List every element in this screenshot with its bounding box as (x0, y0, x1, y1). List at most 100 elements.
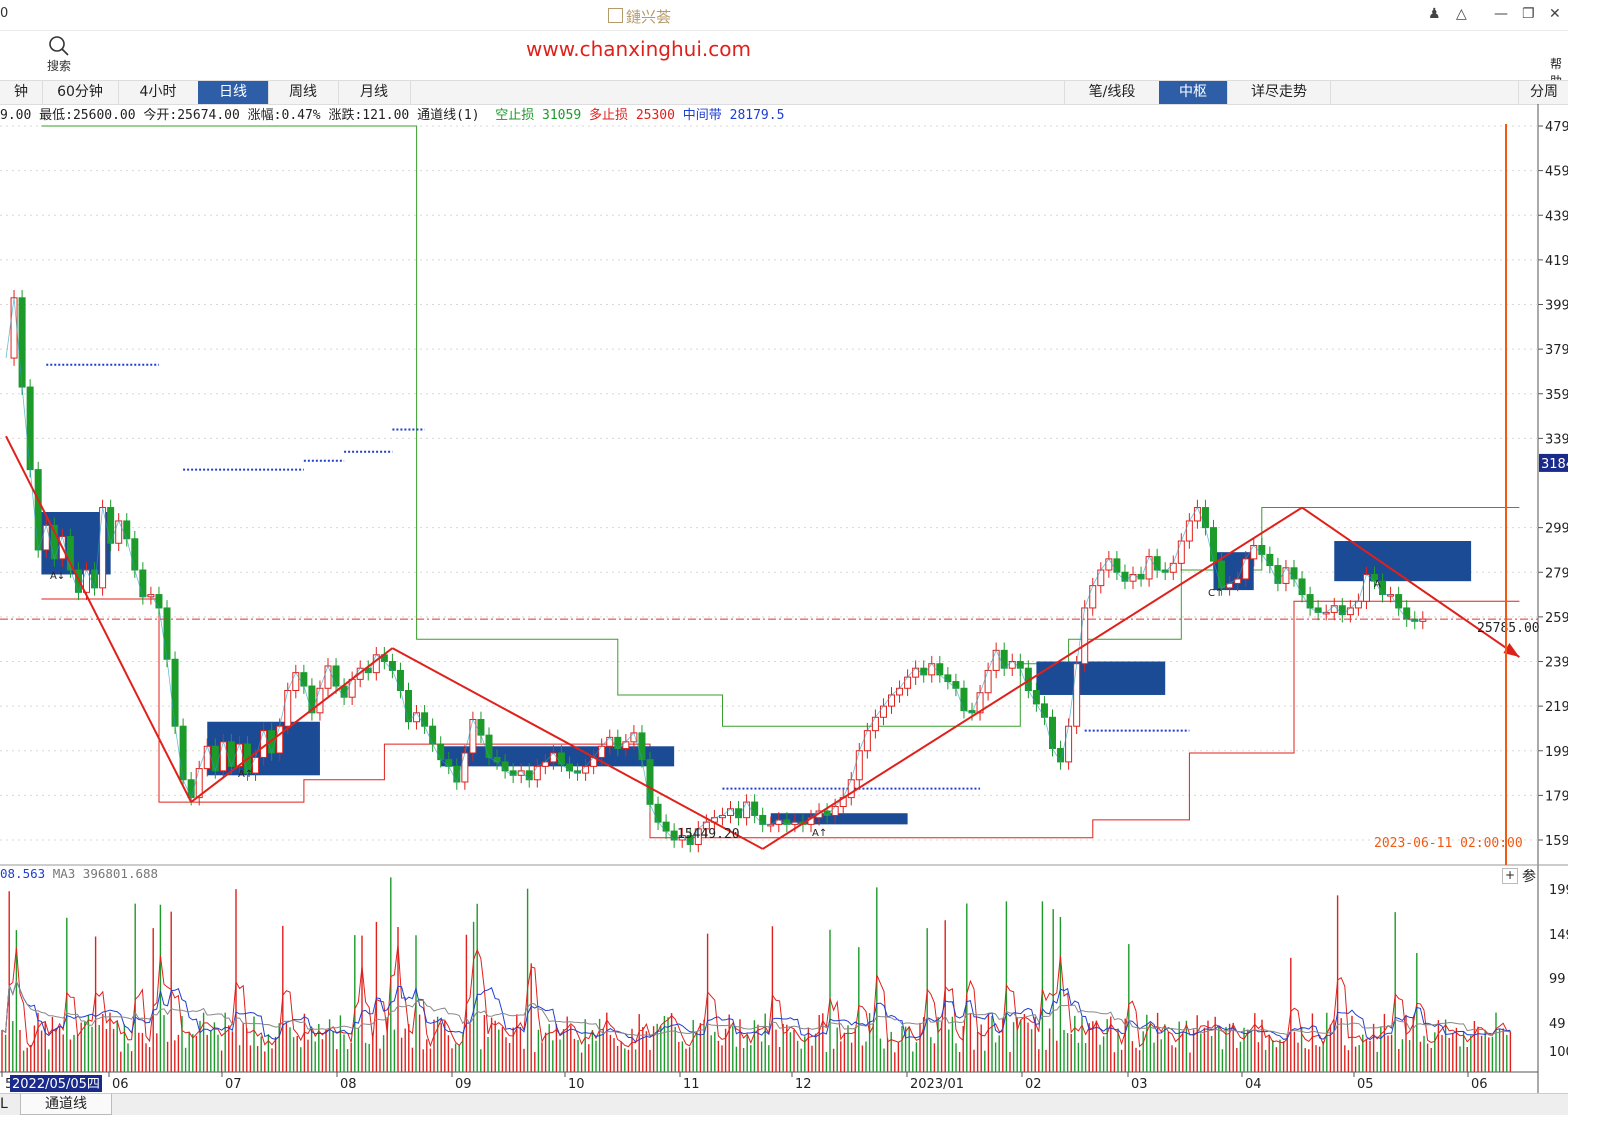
candle-body (324, 665, 332, 689)
candle-body (1403, 607, 1411, 620)
user-icon[interactable]: ♟ (1428, 6, 1441, 22)
candle-body (219, 741, 227, 772)
candle-body (509, 770, 517, 776)
current-price-label: 25785.00 (1477, 621, 1540, 636)
tab-period-switch[interactable]: 分周 (1518, 81, 1569, 104)
close-icon[interactable]: ✕ (1549, 6, 1561, 22)
time-tick-label: 05 (1357, 1077, 1374, 1092)
tab-detailed-trend[interactable]: 详尽走势 (1228, 81, 1331, 104)
app-title-text: 鏈兴荟 (626, 8, 672, 26)
shirt-icon[interactable]: △ (1456, 6, 1467, 22)
candle-body (1306, 594, 1314, 609)
candle-body (1274, 565, 1282, 584)
candle-body (654, 803, 662, 823)
tab-pivot[interactable]: 中枢 (1159, 81, 1228, 104)
price-axis-ticks: 479 459 439 419 399 379 359 339 299 279 259 239 219 1… (1538, 120, 1568, 1060)
price-tick-label: 479 (1545, 120, 1568, 135)
low-price-label: 15449.20 (677, 827, 740, 842)
restore-icon[interactable]: ❐ (1522, 6, 1535, 22)
stroke-line (762, 506, 1303, 850)
candle-body (171, 658, 179, 727)
time-tick-label: 04 (1245, 1077, 1262, 1092)
price-line (5, 297, 1423, 846)
tab-monthly[interactable]: 月线 (338, 81, 411, 104)
volume-ma-line (1, 979, 1511, 1036)
candle-body (276, 725, 284, 754)
candle-body (485, 734, 493, 758)
price-chart[interactable]: 479 459 439 419 399 379 359 339 299 279 259 239 219 1… (0, 104, 1568, 1093)
candle-body (1210, 527, 1217, 562)
time-marker-label: 2023-06-11 02:00:00 (1374, 836, 1523, 851)
stroke-line (1301, 506, 1520, 658)
bottom-tab-bar: L 通道线 (0, 1093, 1568, 1115)
signal-label: C↑ (1208, 588, 1223, 599)
search-icon (49, 36, 69, 56)
price-tick-label: 339 (1545, 432, 1568, 447)
cursor-date-label: 2022/05/05四 (12, 1077, 100, 1092)
price-series (5, 289, 1427, 853)
volume-info-line: 08.563 MA3 396801.688 (0, 866, 158, 881)
signal-label: A (1374, 579, 1381, 590)
candle-body (429, 725, 437, 745)
candle-body (18, 297, 26, 388)
tab-stroke-segment[interactable]: 笔/线段 (1064, 81, 1160, 104)
search-button[interactable]: 搜索 (44, 35, 74, 74)
tab-60min[interactable]: 60分钟 (42, 81, 119, 104)
candle-body (1362, 573, 1370, 602)
candle-body (1258, 544, 1266, 555)
volume-tick-label: 100 (1549, 1045, 1568, 1060)
short-stop-line (41, 125, 1520, 727)
candle-body (42, 524, 50, 551)
indicator-param-label[interactable]: 参 (1522, 869, 1536, 885)
price-tick-label: 259 (1545, 611, 1568, 626)
pivot-box (770, 813, 908, 825)
candle-body (437, 743, 445, 761)
period-tab-bar: 钟 60分钟 4小时 日线 周线 月线 笔/线段 中枢 详尽走势 分周 (0, 80, 1568, 105)
candle-body (501, 761, 509, 772)
time-tick-label: 11 (683, 1077, 700, 1092)
candle-body (26, 386, 34, 471)
candle-body (115, 520, 123, 544)
current-price-tag-bg (1539, 453, 1568, 472)
time-tick-label: 06 (1471, 1077, 1488, 1092)
volume-tick-label: 99 (1549, 972, 1566, 987)
candle-body (533, 765, 541, 781)
candle-body (751, 801, 759, 816)
candle-body (1113, 558, 1121, 573)
toolbar: 搜索 www.chanxinghui.com 帮助 (0, 31, 1568, 88)
candle-body (10, 297, 18, 359)
tab-minute[interactable]: 钟 (0, 81, 43, 104)
candle-body (1395, 594, 1403, 609)
candle-body (1153, 556, 1161, 571)
candle-body (582, 765, 590, 774)
candle-body (1105, 558, 1113, 571)
tab-4hour[interactable]: 4小时 (118, 81, 199, 104)
tab-weekly[interactable]: 周线 (268, 81, 339, 104)
tab-channel-line[interactable]: 通道线 (20, 1094, 112, 1115)
price-tick-label: 159 (1545, 834, 1568, 849)
candle-body (1185, 520, 1193, 542)
price-tick-label: 359 (1545, 388, 1568, 403)
candle-body (203, 745, 211, 770)
price-tick-label: 279 (1545, 566, 1568, 581)
pivot-box (1036, 661, 1166, 695)
candle-body (372, 654, 380, 674)
volume-tick-label: 49 (1549, 1017, 1566, 1032)
tab-daily[interactable]: 日线 (198, 81, 269, 104)
candle-body (477, 719, 485, 736)
search-label: 搜索 (46, 59, 71, 73)
quote-info-line: 9.00 最低:25600.00 今开:25674.00 涨幅:0.47% 涨跌… (0, 104, 784, 124)
short-stop-loss: 空止损 31059 (495, 108, 582, 123)
candle-body (292, 672, 300, 692)
pivot-box (1334, 541, 1472, 582)
candle-body (1346, 607, 1354, 616)
candle-body (131, 538, 139, 571)
add-indicator-button[interactable]: + (1502, 868, 1518, 884)
time-tick-label: 06 (112, 1077, 129, 1092)
candle-body (606, 736, 614, 747)
price-tick-label: 399 (1545, 299, 1568, 314)
candle-body (1290, 567, 1298, 580)
candle-body (662, 821, 670, 832)
candle-body (936, 663, 944, 676)
minimize-icon[interactable]: — (1494, 6, 1508, 22)
